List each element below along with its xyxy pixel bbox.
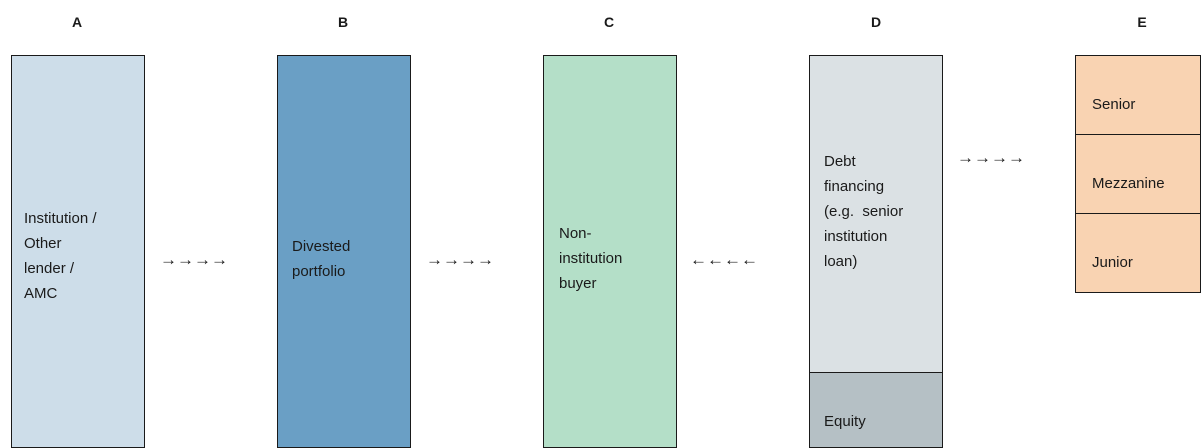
financing-box: Debt financing (e.g. senior institution … — [809, 55, 943, 448]
debt-financing-segment: Debt financing (e.g. senior institution … — [810, 56, 942, 372]
institution-text-line-4: AMC — [24, 285, 58, 302]
divested-portfolio-text-line-1: Divested — [292, 238, 351, 255]
divested-portfolio-box: Divested portfolio — [277, 55, 411, 448]
column-label-b: B — [337, 14, 349, 30]
buyer-text-line-3: buyer — [559, 275, 597, 292]
tranche-senior-label: Senior — [1092, 96, 1136, 113]
debt-text-line-3: (e.g. senior — [824, 203, 904, 220]
buyer-text-line-2: institution — [559, 250, 623, 267]
equity-label: Equity — [824, 413, 866, 430]
arrow-a-to-b: →→→→ — [160, 250, 228, 269]
debt-text-line-1: Debt — [824, 153, 856, 170]
buyer-text-line-1: Non- — [559, 225, 592, 242]
institution-text-line-1: Institution / — [24, 210, 97, 227]
non-institution-buyer-box: Non- institution buyer — [543, 55, 677, 448]
tranches-box: Senior Mezzanine Junior — [1075, 55, 1201, 293]
arrow-d-to-e: →→→→ — [957, 148, 1025, 167]
column-label-a: A — [71, 14, 83, 30]
divested-portfolio-text-line-2: portfolio — [292, 263, 346, 280]
column-label-d: D — [870, 14, 882, 30]
institution-box: Institution / Other lender / AMC — [11, 55, 145, 448]
tranche-mezzanine-label: Mezzanine — [1092, 175, 1165, 192]
tranche-junior-label: Junior — [1092, 254, 1133, 271]
column-label-c: C — [603, 14, 615, 30]
tranche-junior: Junior — [1076, 213, 1200, 292]
equity-segment: Equity — [810, 372, 942, 447]
debt-text-line-2: financing — [824, 178, 885, 195]
institution-text-line-2: Other — [24, 235, 62, 252]
debt-text-line-5: loan) — [824, 253, 858, 270]
institution-text-line-3: lender / — [24, 260, 75, 277]
arrow-b-to-c: →→→→ — [426, 250, 494, 269]
arrow-d-to-c: ←←←← — [690, 250, 758, 269]
debt-text-line-4: institution — [824, 228, 888, 245]
tranche-senior: Senior — [1076, 56, 1200, 134]
tranche-mezzanine: Mezzanine — [1076, 134, 1200, 213]
column-label-e: E — [1137, 14, 1147, 30]
